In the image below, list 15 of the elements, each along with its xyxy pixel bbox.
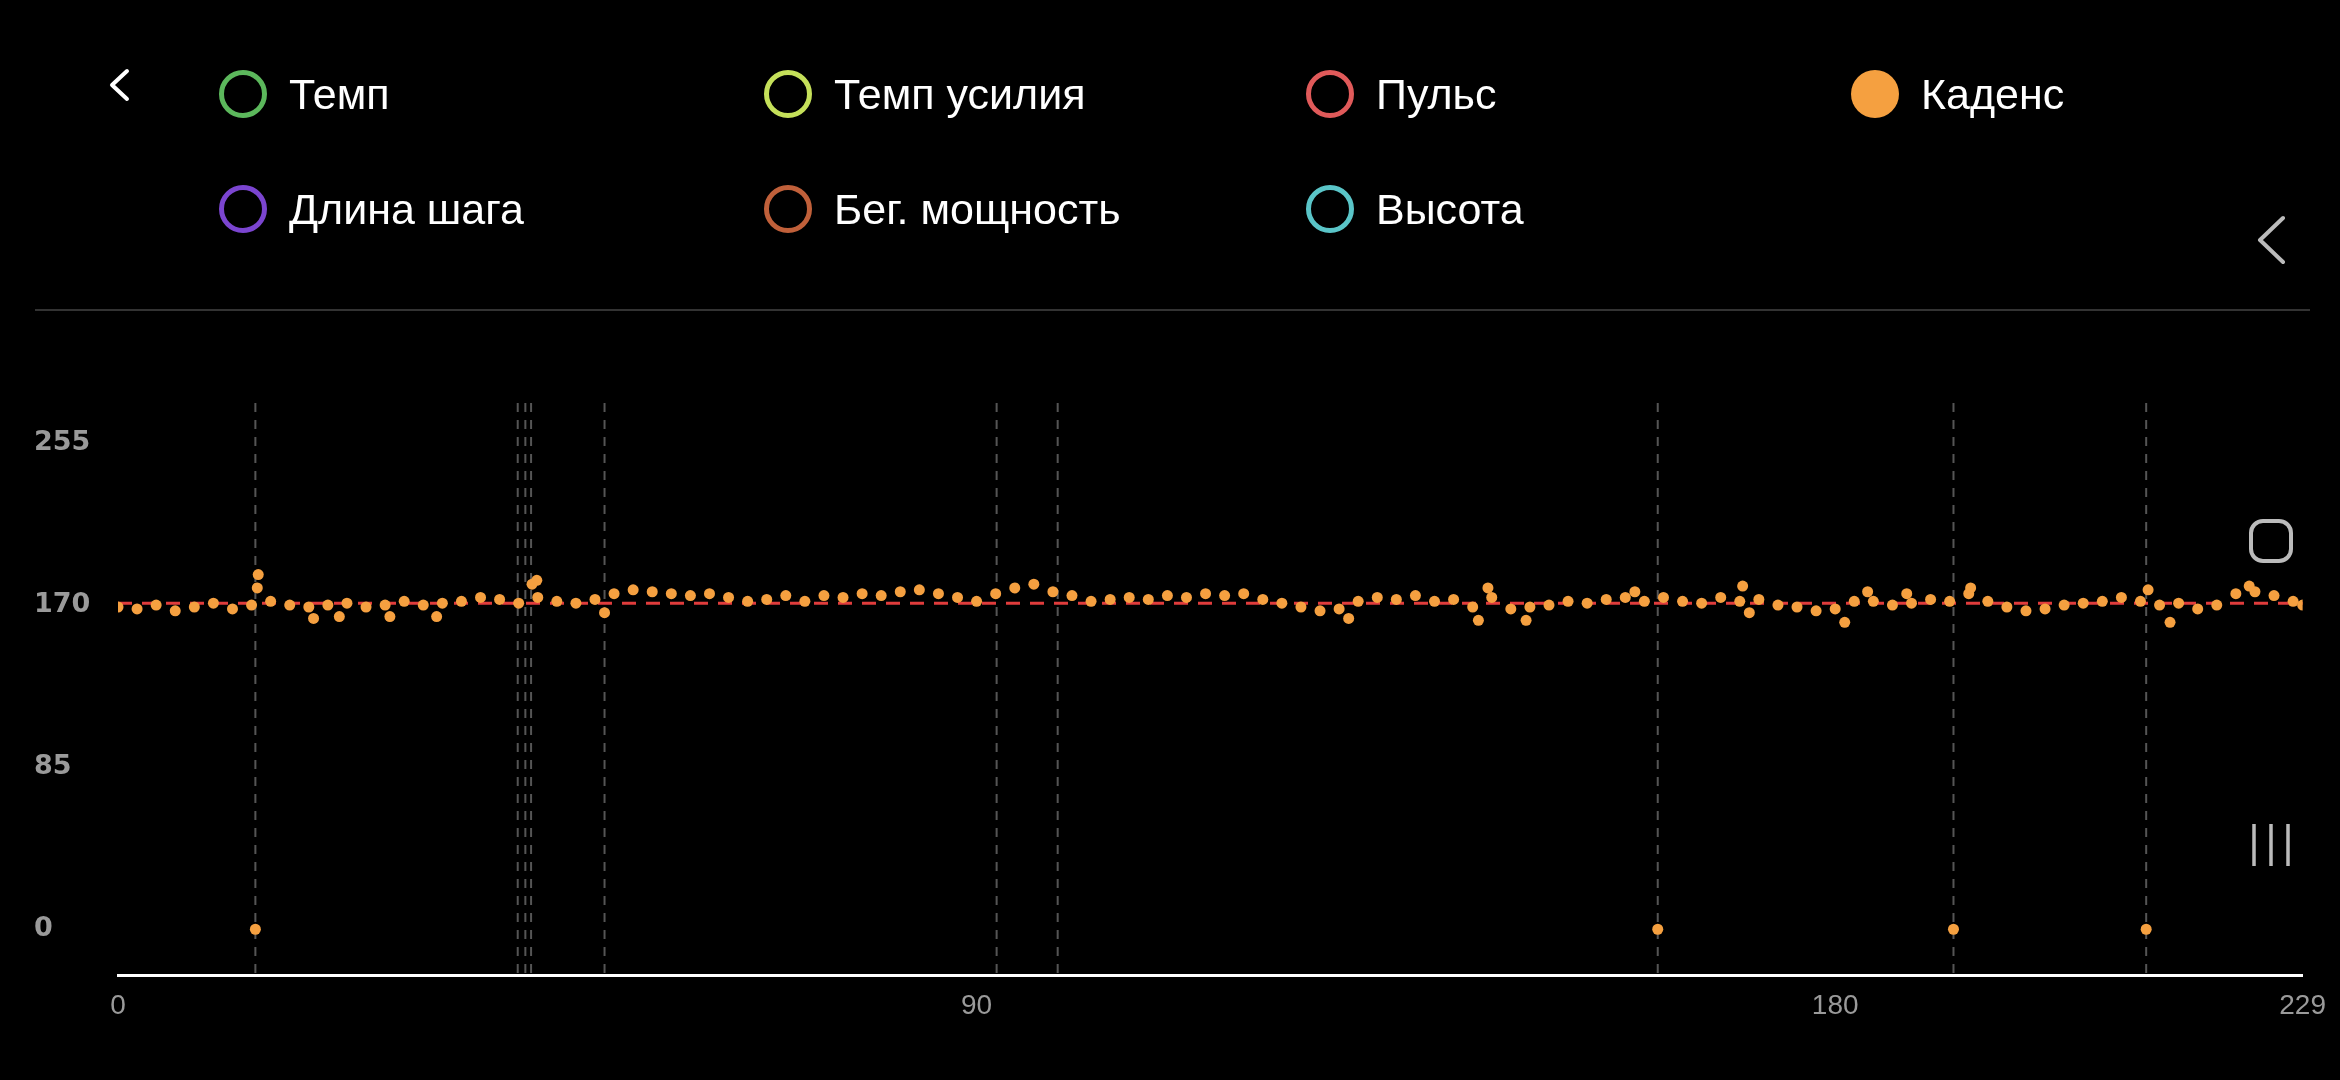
legend-label: Пульс bbox=[1376, 69, 1497, 119]
legend-label: Длина шага bbox=[289, 184, 524, 234]
legend-label: Темп усилия bbox=[834, 69, 1086, 119]
legend-label: Темп bbox=[289, 69, 390, 119]
x-tick-label: 229 bbox=[2279, 988, 2326, 1020]
legend-label: Высота bbox=[1376, 184, 1524, 234]
legend-label: Бег. мощность bbox=[834, 184, 1121, 234]
x-tick-label: 0 bbox=[110, 988, 126, 1020]
x-tick-label: 90 bbox=[961, 988, 993, 1020]
x-tick-label: 180 bbox=[1811, 988, 1859, 1020]
legend-label: Каденс bbox=[1921, 69, 2065, 119]
y-tick-label: 170 bbox=[34, 587, 91, 619]
y-tick-label: 255 bbox=[34, 425, 91, 457]
y-tick-label: 85 bbox=[34, 749, 72, 781]
y-tick-label: 0 bbox=[34, 911, 53, 943]
